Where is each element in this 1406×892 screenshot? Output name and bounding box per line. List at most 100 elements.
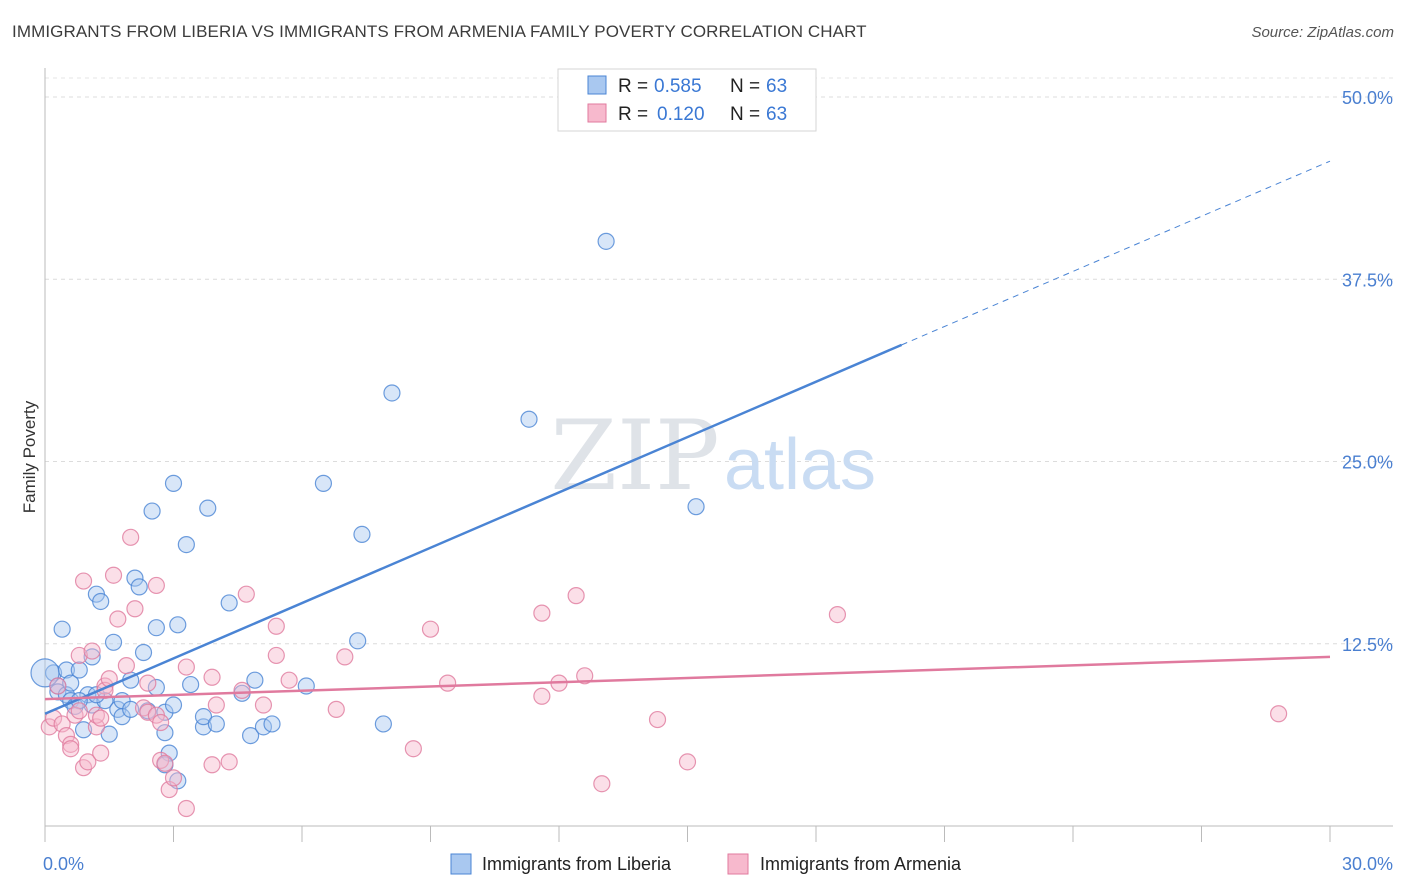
armenia-point <box>593 775 611 793</box>
liberia-point <box>177 536 195 554</box>
armenia-point <box>567 587 585 605</box>
armenia-trend-line <box>44 655 1331 701</box>
liberia-point <box>164 474 183 492</box>
armenia-point <box>533 604 551 622</box>
y-tick-label: 37.5% <box>1342 270 1393 290</box>
chart-source: Source: ZipAtlas.com <box>1251 24 1394 41</box>
liberia-point <box>194 708 213 726</box>
armenia-point <box>92 709 110 727</box>
armenia-point <box>79 753 97 771</box>
legend-n-label-1: N = <box>730 76 760 97</box>
armenia-point <box>109 610 127 628</box>
liberia-point <box>597 232 615 250</box>
armenia-point <box>203 668 221 686</box>
legend-r-value-2: 0.120 <box>657 104 705 125</box>
liberia-point <box>100 725 118 743</box>
liberia-point <box>314 474 333 492</box>
armenia-point <box>156 754 174 772</box>
armenia-point <box>70 646 88 665</box>
armenia-point <box>87 718 106 736</box>
armenia-point <box>267 646 285 665</box>
armenia-point <box>439 674 457 692</box>
legend-r-label-2: R = <box>618 104 648 125</box>
liberia-point <box>353 525 371 544</box>
liberia-point <box>104 633 123 651</box>
liberia-point <box>182 675 200 694</box>
armenia-point <box>576 667 594 685</box>
legend-n-value-1: 63 <box>766 76 787 97</box>
liberia-point <box>143 502 161 520</box>
liberia-point <box>242 727 260 745</box>
axes <box>44 68 1393 842</box>
armenia-point <box>117 657 135 675</box>
trend-lines <box>44 160 1331 715</box>
armenia-point <box>177 799 195 818</box>
liberia-point <box>194 718 213 736</box>
y-tick-labels: 12.5% 25.0% 37.5% 50.0% <box>1342 88 1393 655</box>
armenia-point <box>49 677 67 695</box>
liberia-point <box>83 648 101 666</box>
armenia-point <box>533 687 551 705</box>
bottom-legend-swatch-liberia <box>450 853 472 875</box>
watermark: ZIP atlas <box>550 400 876 512</box>
legend-n-label-2: N = <box>730 104 760 125</box>
grid-lines <box>45 77 1393 645</box>
series-armenia-points <box>40 528 1288 818</box>
liberia-point <box>207 715 225 733</box>
liberia-point <box>374 715 392 733</box>
armenia-point <box>177 658 195 676</box>
armenia-point <box>233 681 251 700</box>
armenia-point <box>267 617 285 635</box>
legend-box: R = 0.585 N = 63 R = 0.120 N = 63 <box>557 68 817 132</box>
bottom-legend-label-armenia: Immigrants from Armenia <box>760 854 962 874</box>
bottom-legend: Immigrants from Liberia Immigrants from … <box>450 853 962 875</box>
armenia-point <box>327 700 345 718</box>
armenia-point <box>828 605 847 624</box>
armenia-point <box>70 702 88 720</box>
legend-n-value-2: 63 <box>766 104 787 125</box>
armenia-point <box>152 713 170 732</box>
liberia-point <box>134 643 153 662</box>
armenia-point <box>74 572 93 590</box>
armenia-point <box>280 671 298 689</box>
armenia-point <box>83 642 101 660</box>
armenia-point <box>164 769 183 787</box>
y-axis-label: Family Poverty <box>20 400 39 513</box>
armenia-point <box>404 740 422 758</box>
x-tick-label: 30.0% <box>1342 854 1393 874</box>
watermark-zip: ZIP <box>550 400 719 512</box>
legend-r-value-1: 0.585 <box>654 76 702 97</box>
legend-swatch-liberia <box>587 75 607 95</box>
liberia-point <box>126 569 144 587</box>
armenia-point <box>336 648 354 666</box>
liberia-point <box>74 721 93 739</box>
liberia-point <box>169 616 187 634</box>
armenia-point <box>203 756 221 774</box>
armenia-point <box>254 696 273 714</box>
liberia-point <box>70 661 88 679</box>
liberia-trend-extension <box>901 160 1331 346</box>
liberia-point <box>220 594 238 612</box>
armenia-point <box>1269 705 1288 723</box>
y-tick-label: 25.0% <box>1342 453 1393 473</box>
liberia-point <box>687 498 705 516</box>
armenia-point <box>40 718 58 736</box>
armenia-point <box>421 620 440 638</box>
legend-r-label-1: R = <box>618 76 648 97</box>
armenia-point <box>122 528 140 546</box>
chart-title: IMMIGRANTS FROM LIBERIA VS IMMIGRANTS FR… <box>12 22 867 41</box>
liberia-point <box>92 592 110 611</box>
bottom-legend-label-liberia: Immigrants from Liberia <box>482 854 672 874</box>
liberia-point <box>53 620 71 638</box>
armenia-point <box>57 727 76 745</box>
liberia-point <box>156 724 174 742</box>
liberia-point <box>44 664 63 682</box>
y-tick-label: 12.5% <box>1342 635 1393 655</box>
liberia-point <box>62 674 80 692</box>
liberia-point <box>349 632 367 650</box>
x-tick-labels: 0.0% 30.0% <box>43 854 1393 874</box>
bottom-legend-swatch-armenia <box>727 853 749 875</box>
armenia-point <box>139 674 157 692</box>
armenia-point <box>237 585 255 603</box>
